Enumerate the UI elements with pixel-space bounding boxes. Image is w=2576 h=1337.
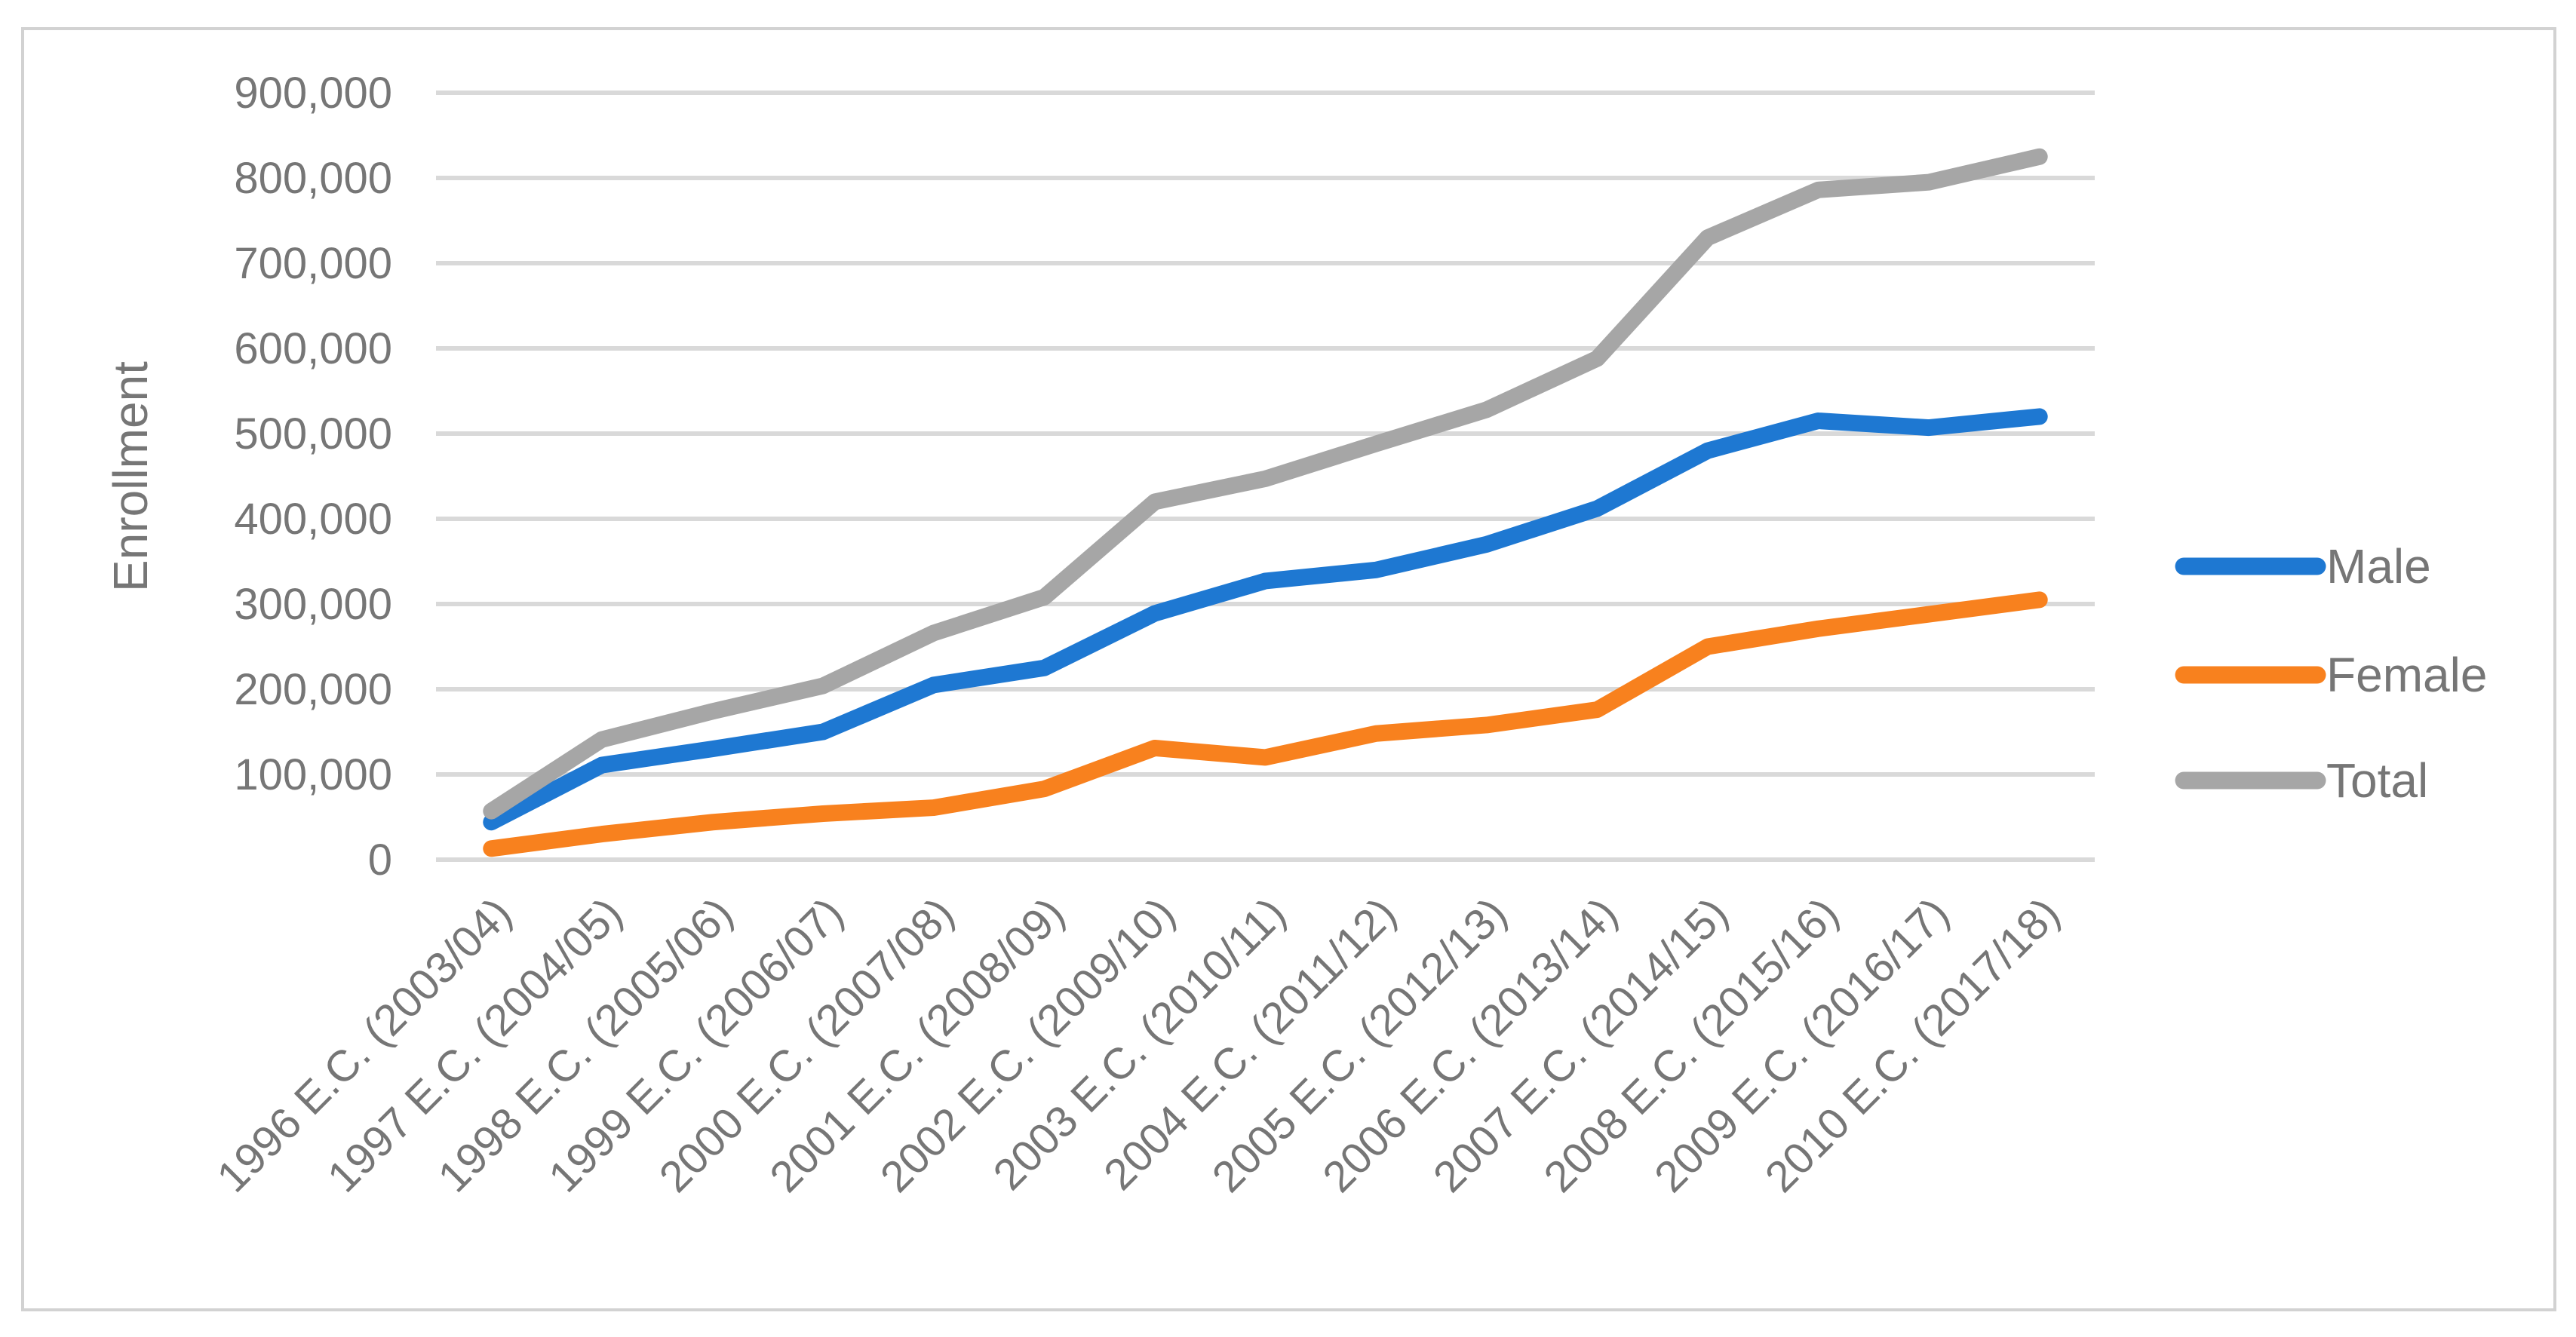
x-axis-tick-labels: 1996 E.C. (2003/04)1997 E.C. (2004/05)19… <box>207 888 2069 1201</box>
y-tick-label: 800,000 <box>234 154 392 203</box>
y-axis-tick-labels: 0 100,000 200,000 300,000 400,000 500,000 600,… <box>234 69 392 885</box>
y-tick-label: 900,000 <box>234 69 392 118</box>
y-tick-label: 0 <box>368 836 392 885</box>
female-series-line <box>483 591 2048 857</box>
y-tick-label: 700,000 <box>234 239 392 288</box>
y-axis-title: Enrollment <box>103 361 158 592</box>
legend-entry-total: Total <box>2175 753 2428 808</box>
legend-entry-male: Male <box>2175 539 2431 593</box>
y-tick-label: 500,000 <box>234 409 392 458</box>
total-series-line <box>483 148 2048 820</box>
series-lines <box>483 148 2048 857</box>
y-tick-label: 200,000 <box>234 665 392 714</box>
y-tick-label: 100,000 <box>234 750 392 799</box>
legend: Male Female Total <box>2175 539 2487 808</box>
y-tick-label: 300,000 <box>234 580 392 629</box>
male-legend-label: Male <box>2326 539 2431 593</box>
total-legend-label: Total <box>2326 753 2428 808</box>
gridlines <box>436 90 2095 862</box>
chart-border <box>21 27 2556 1311</box>
female-legend-label: Female <box>2326 648 2487 702</box>
y-tick-label: 600,000 <box>234 324 392 373</box>
y-tick-label: 400,000 <box>234 495 392 544</box>
legend-entry-female: Female <box>2175 648 2487 702</box>
male-series-line <box>483 408 2048 831</box>
